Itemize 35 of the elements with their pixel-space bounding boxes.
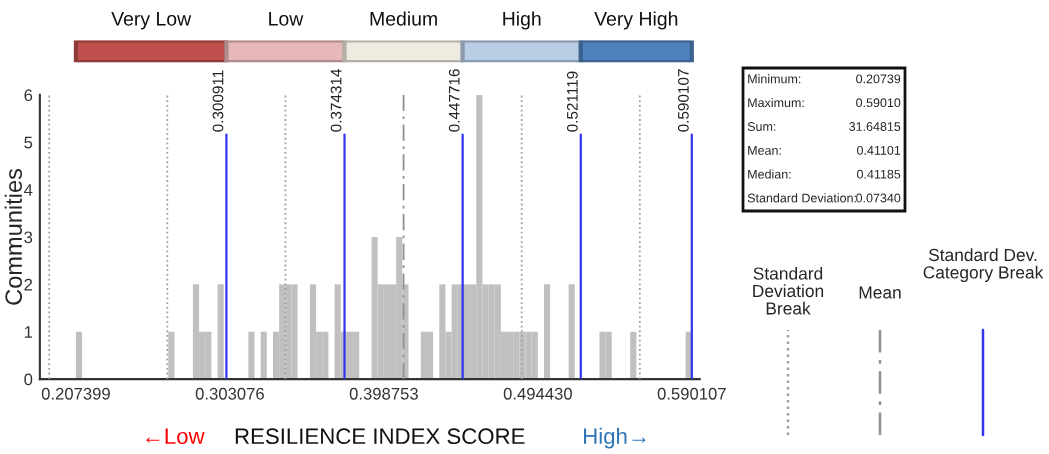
ref-line-label: 0.300911	[212, 70, 224, 132]
text: Maximum: 0.59010	[748, 97, 901, 108]
x-tick-label: 0.398753	[349, 387, 418, 400]
y-tick-label: 6	[24, 89, 33, 102]
y-tick-label: 1	[24, 326, 33, 338]
x-tick-label: 0.590107	[657, 387, 726, 400]
text: Low	[269, 12, 304, 26]
x-axis-title: RESILIENCE INDEX SCORE	[235, 428, 525, 445]
text: Standard Deviation Break	[753, 266, 824, 315]
ref-line-label: 0.521119	[566, 71, 578, 132]
text: Very High	[594, 11, 678, 30]
y-tick-label: 5	[24, 136, 33, 149]
text: Minimum: 0.20739	[748, 74, 901, 84]
y-tick-label: 3	[24, 231, 33, 244]
y-tick-label: 0	[24, 373, 33, 386]
y-tick-label: 4	[24, 184, 33, 196]
y-axis-title: Communities	[4, 168, 22, 305]
text: Sum: 31.64815	[747, 122, 901, 131]
x-tick-label: 0.303076	[195, 387, 264, 400]
text: Very Low	[111, 12, 192, 30]
ref-line-label: 0.590107	[677, 69, 689, 132]
y-tick-label: 2	[24, 278, 33, 291]
text: Standard Deviation:0.07340	[747, 193, 901, 203]
ref-line-label: 0.374314	[330, 69, 342, 132]
text: High	[503, 11, 541, 30]
text: Median: 0.41185	[748, 169, 901, 179]
text: Standard Dev. Category Break	[923, 248, 1044, 282]
x-tick-label: 0.207399	[41, 387, 110, 400]
ref-line-label: 0.447716	[448, 69, 460, 132]
text: ←Low	[146, 428, 205, 445]
text: Mean: 0.41101	[748, 145, 901, 155]
text: Medium	[370, 11, 437, 26]
text: High→	[584, 427, 646, 449]
text: Mean	[859, 286, 901, 299]
x-tick-label: 0.494430	[503, 387, 572, 400]
